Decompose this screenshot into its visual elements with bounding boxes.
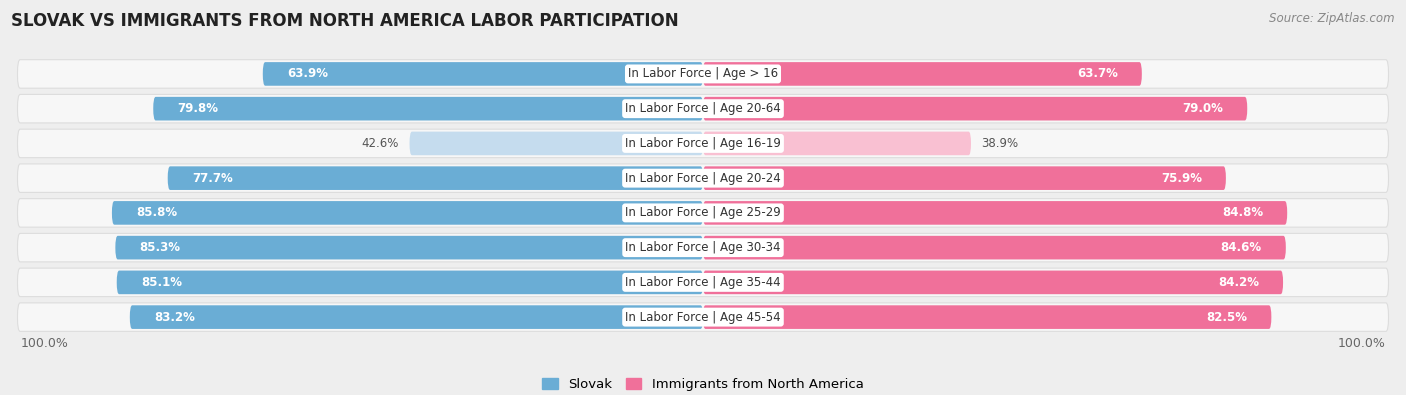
Text: 82.5%: 82.5% <box>1206 310 1247 324</box>
Text: In Labor Force | Age 25-29: In Labor Force | Age 25-29 <box>626 207 780 219</box>
Text: 84.8%: 84.8% <box>1222 207 1263 219</box>
Text: 63.7%: 63.7% <box>1077 68 1118 81</box>
Text: 42.6%: 42.6% <box>361 137 399 150</box>
FancyBboxPatch shape <box>167 166 703 190</box>
Text: 79.0%: 79.0% <box>1182 102 1223 115</box>
Text: 100.0%: 100.0% <box>1337 337 1385 350</box>
FancyBboxPatch shape <box>703 236 1286 260</box>
Text: 85.8%: 85.8% <box>136 207 177 219</box>
Text: 84.2%: 84.2% <box>1218 276 1258 289</box>
FancyBboxPatch shape <box>153 97 703 120</box>
Text: 85.3%: 85.3% <box>139 241 180 254</box>
FancyBboxPatch shape <box>263 62 703 86</box>
FancyBboxPatch shape <box>17 199 1389 227</box>
FancyBboxPatch shape <box>703 97 1247 120</box>
FancyBboxPatch shape <box>703 271 1284 294</box>
FancyBboxPatch shape <box>129 305 703 329</box>
FancyBboxPatch shape <box>409 132 703 155</box>
FancyBboxPatch shape <box>117 271 703 294</box>
FancyBboxPatch shape <box>112 201 703 225</box>
Text: In Labor Force | Age 16-19: In Labor Force | Age 16-19 <box>626 137 780 150</box>
Text: In Labor Force | Age 35-44: In Labor Force | Age 35-44 <box>626 276 780 289</box>
FancyBboxPatch shape <box>17 60 1389 88</box>
Text: 38.9%: 38.9% <box>981 137 1018 150</box>
Text: In Labor Force | Age 45-54: In Labor Force | Age 45-54 <box>626 310 780 324</box>
FancyBboxPatch shape <box>703 166 1226 190</box>
Text: SLOVAK VS IMMIGRANTS FROM NORTH AMERICA LABOR PARTICIPATION: SLOVAK VS IMMIGRANTS FROM NORTH AMERICA … <box>11 12 679 30</box>
FancyBboxPatch shape <box>703 132 972 155</box>
FancyBboxPatch shape <box>17 129 1389 158</box>
FancyBboxPatch shape <box>17 233 1389 262</box>
Text: 75.9%: 75.9% <box>1161 172 1202 184</box>
Text: In Labor Force | Age 20-24: In Labor Force | Age 20-24 <box>626 172 780 184</box>
FancyBboxPatch shape <box>17 303 1389 331</box>
Text: 63.9%: 63.9% <box>287 68 328 81</box>
Text: 100.0%: 100.0% <box>21 337 69 350</box>
FancyBboxPatch shape <box>703 305 1271 329</box>
Text: 79.8%: 79.8% <box>177 102 218 115</box>
FancyBboxPatch shape <box>17 268 1389 297</box>
FancyBboxPatch shape <box>703 201 1288 225</box>
Text: In Labor Force | Age 20-64: In Labor Force | Age 20-64 <box>626 102 780 115</box>
FancyBboxPatch shape <box>17 94 1389 123</box>
Legend: Slovak, Immigrants from North America: Slovak, Immigrants from North America <box>537 373 869 395</box>
Text: 83.2%: 83.2% <box>153 310 195 324</box>
Text: 85.1%: 85.1% <box>141 276 181 289</box>
FancyBboxPatch shape <box>115 236 703 260</box>
Text: Source: ZipAtlas.com: Source: ZipAtlas.com <box>1270 12 1395 25</box>
FancyBboxPatch shape <box>703 62 1142 86</box>
FancyBboxPatch shape <box>17 164 1389 192</box>
Text: In Labor Force | Age > 16: In Labor Force | Age > 16 <box>628 68 778 81</box>
Text: 84.6%: 84.6% <box>1220 241 1261 254</box>
Text: 77.7%: 77.7% <box>191 172 232 184</box>
Text: In Labor Force | Age 30-34: In Labor Force | Age 30-34 <box>626 241 780 254</box>
